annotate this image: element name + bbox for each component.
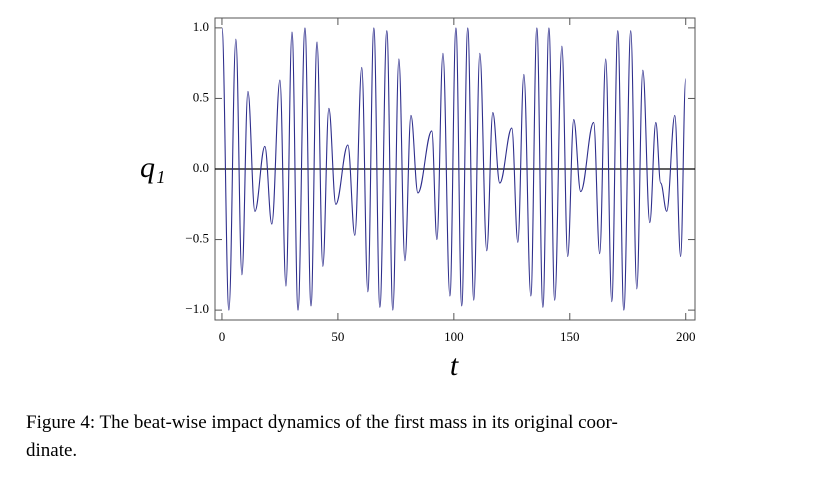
caption-line: dinate.	[26, 440, 77, 461]
caption-line: Figure 4: The beat-wise impact dynamics …	[26, 412, 618, 433]
y-axis-label: q₁	[140, 151, 165, 184]
y-tick-label: −0.5	[185, 231, 209, 246]
y-tick-label: −1.0	[185, 301, 209, 316]
x-tick-label: 100	[444, 329, 464, 344]
data-line	[221, 27, 687, 311]
x-tick-label: 0	[219, 329, 226, 344]
y-tick-label: 0.0	[193, 160, 209, 175]
x-tick-label: 150	[560, 329, 580, 344]
x-tick-label: 200	[676, 329, 696, 344]
y-tick-label: 1.0	[193, 19, 209, 34]
y-tick-label: 0.5	[193, 89, 209, 104]
x-tick-label: 50	[331, 329, 344, 344]
x-axis-label: t	[450, 349, 459, 382]
